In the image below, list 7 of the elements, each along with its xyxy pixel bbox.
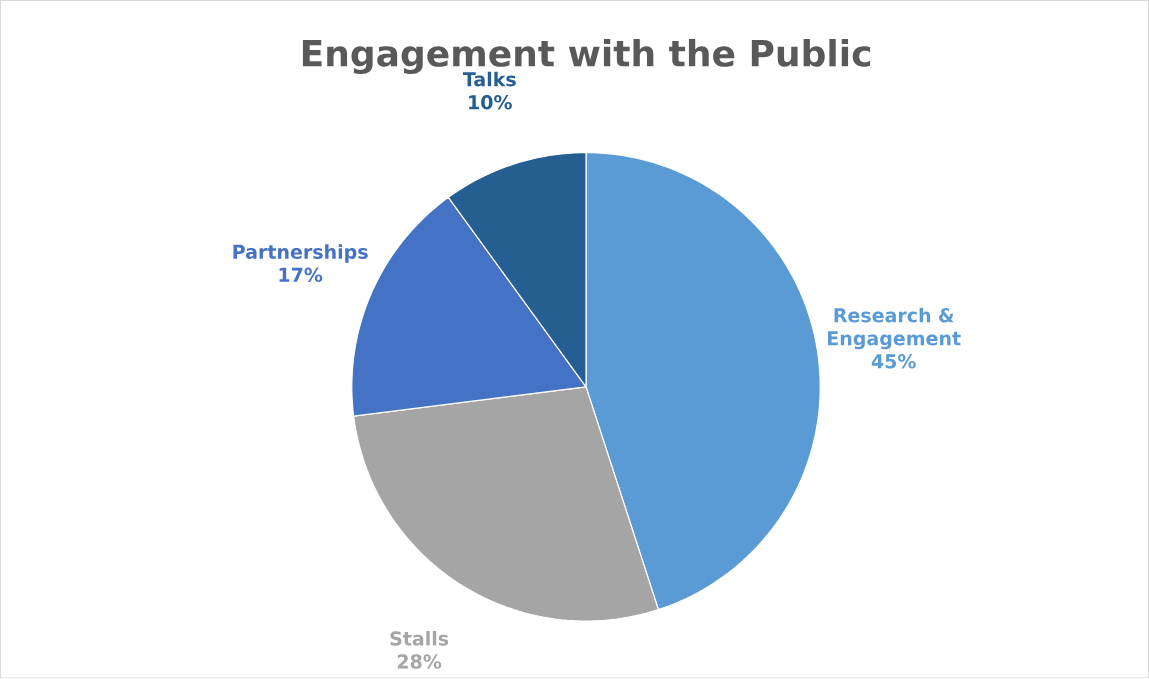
slice-label: Partnerships bbox=[233, 244, 368, 263]
slice-label: Research & Engagement bbox=[828, 307, 961, 350]
data-label: 45% bbox=[871, 354, 916, 369]
slice-label: Stalls bbox=[390, 631, 449, 646]
data-label: 10% bbox=[469, 95, 512, 110]
data-label: 28% bbox=[397, 654, 442, 669]
data-label: 17% bbox=[279, 267, 323, 283]
